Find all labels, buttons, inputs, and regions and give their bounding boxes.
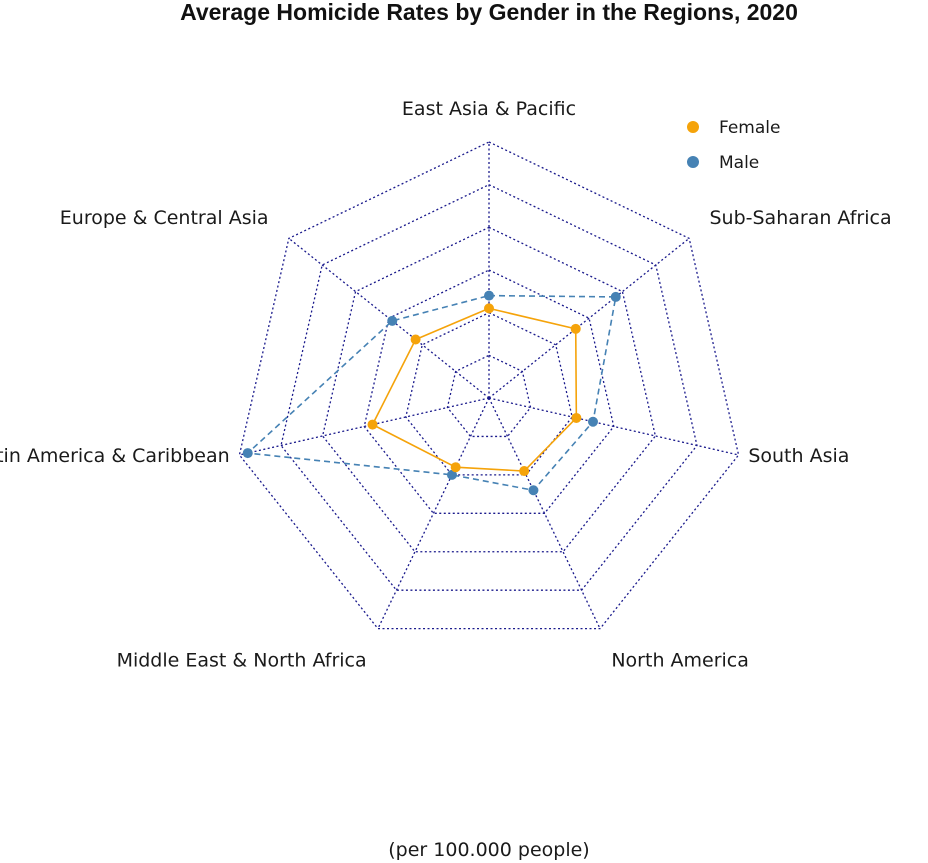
axis-label-7: Europe & Central Asia [60,207,269,229]
female-point-5 [450,462,461,473]
female-point-6 [367,419,378,430]
female-point-3 [571,412,582,423]
female-legend-marker [687,121,699,133]
male-point-6 [242,448,253,459]
grid-ring-3 [363,269,615,514]
grid-ring-6 [238,141,740,630]
male-legend-label: Male [719,153,759,173]
radar-series [242,290,621,496]
axis-label-5: Middle East & North Africa [117,649,367,671]
male-point-7 [387,315,398,326]
female-legend-label: Female [719,118,780,138]
grid-ring-1 [446,354,532,438]
grid-ring-2 [405,311,573,476]
axis-label-6: Latin America & Caribbean [0,445,230,467]
male-point-3 [587,416,598,427]
axis-label-1: East Asia & Pacific [402,98,576,120]
female-point-7 [410,334,421,345]
female-series-line [371,307,578,472]
chart-title: Average Homicide Rates by Gender in the … [180,0,798,25]
male-point-2 [610,291,621,302]
female-point-4 [519,466,530,477]
male-series-line [245,294,617,492]
female-point-1 [484,303,494,314]
spoke-2 [488,237,690,399]
units-caption: (per 100.000 people) [388,839,589,861]
spoke-4 [488,397,601,629]
axis-label-4: North America [611,649,749,671]
axis-label-2: Sub-Saharan Africa [709,207,891,229]
spoke-5 [377,397,490,629]
spoke-6 [239,397,490,456]
male-legend-marker [687,156,699,168]
axis-label-3: South Asia [748,445,849,467]
radar-grid [238,141,740,630]
female-point-2 [570,323,581,334]
grid-ring-4 [321,226,657,553]
axis-labels: East Asia & Pacific Sub-Saharan Africa Sou… [0,98,892,671]
legend: Female Male [687,118,780,173]
radar-spokes [239,142,739,629]
male-point-1 [484,290,494,301]
spoke-3 [488,397,739,456]
male-point-4 [528,485,539,496]
male-point-5 [446,469,457,480]
